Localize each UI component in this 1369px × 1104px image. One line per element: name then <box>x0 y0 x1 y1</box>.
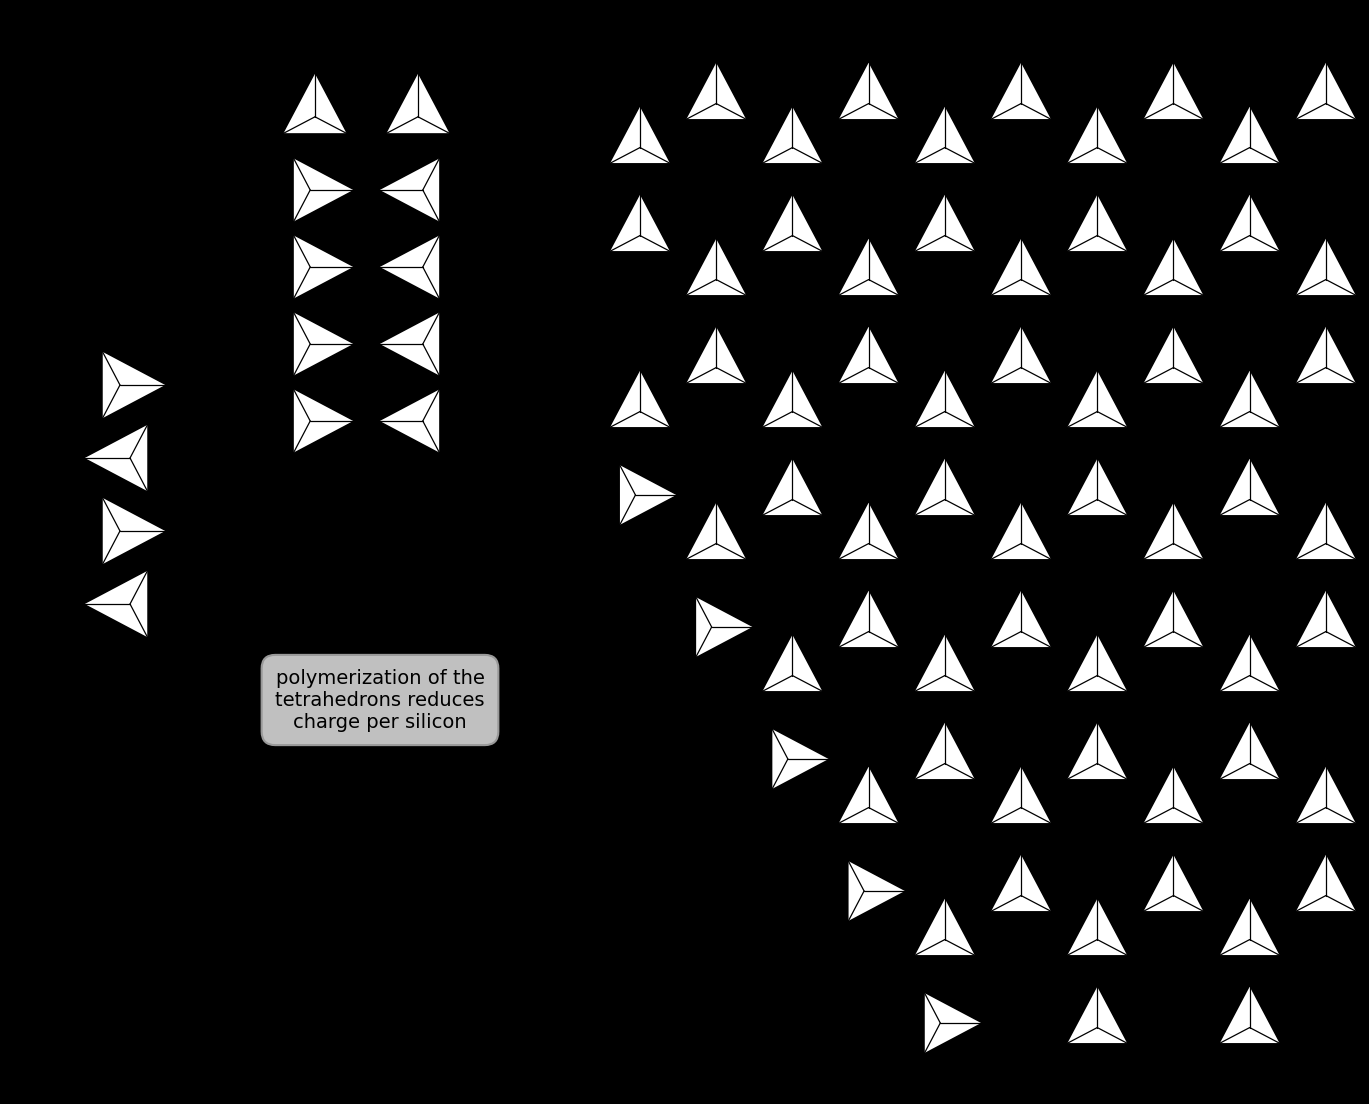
Polygon shape <box>1142 765 1205 824</box>
Polygon shape <box>101 497 167 565</box>
Polygon shape <box>84 570 148 638</box>
Polygon shape <box>619 464 678 527</box>
Polygon shape <box>1066 896 1128 956</box>
Polygon shape <box>293 157 355 223</box>
Polygon shape <box>990 237 1053 296</box>
Polygon shape <box>772 728 831 790</box>
Polygon shape <box>913 896 976 956</box>
Polygon shape <box>84 424 148 492</box>
Polygon shape <box>1066 985 1128 1044</box>
Polygon shape <box>1295 325 1357 384</box>
Polygon shape <box>1218 457 1281 516</box>
Polygon shape <box>761 457 824 516</box>
Polygon shape <box>913 457 976 516</box>
Polygon shape <box>990 853 1053 912</box>
Polygon shape <box>1218 721 1281 779</box>
Polygon shape <box>609 105 671 163</box>
Polygon shape <box>378 234 439 300</box>
Polygon shape <box>1066 369 1128 428</box>
Text: polymerization of the
tetrahedrons reduces
charge per silicon: polymerization of the tetrahedrons reduc… <box>275 669 485 732</box>
Polygon shape <box>1295 237 1357 296</box>
Polygon shape <box>684 325 747 384</box>
Polygon shape <box>1218 193 1281 252</box>
Polygon shape <box>990 765 1053 824</box>
Polygon shape <box>913 633 976 692</box>
Polygon shape <box>293 311 355 376</box>
Polygon shape <box>1066 193 1128 252</box>
Polygon shape <box>378 389 439 454</box>
Polygon shape <box>1218 633 1281 692</box>
Polygon shape <box>1295 765 1357 824</box>
Polygon shape <box>761 105 824 163</box>
Polygon shape <box>1142 501 1205 560</box>
Polygon shape <box>609 369 671 428</box>
Polygon shape <box>1295 853 1357 912</box>
Polygon shape <box>385 72 450 134</box>
Polygon shape <box>282 72 348 134</box>
Polygon shape <box>1218 105 1281 163</box>
Polygon shape <box>378 157 439 223</box>
Polygon shape <box>1142 325 1205 384</box>
Polygon shape <box>684 61 747 120</box>
Polygon shape <box>1142 237 1205 296</box>
Polygon shape <box>1066 721 1128 779</box>
Polygon shape <box>838 590 899 648</box>
Polygon shape <box>838 765 899 824</box>
Polygon shape <box>1142 590 1205 648</box>
Polygon shape <box>609 193 671 252</box>
Polygon shape <box>924 991 983 1054</box>
Polygon shape <box>990 501 1053 560</box>
Polygon shape <box>913 193 976 252</box>
Polygon shape <box>695 596 754 658</box>
Polygon shape <box>1295 61 1357 120</box>
Polygon shape <box>761 369 824 428</box>
Polygon shape <box>990 61 1053 120</box>
Polygon shape <box>684 501 747 560</box>
Polygon shape <box>1295 590 1357 648</box>
Polygon shape <box>913 721 976 779</box>
Polygon shape <box>838 501 899 560</box>
Polygon shape <box>838 237 899 296</box>
Polygon shape <box>990 590 1053 648</box>
Polygon shape <box>1066 457 1128 516</box>
Polygon shape <box>378 311 439 376</box>
Polygon shape <box>838 325 899 384</box>
Polygon shape <box>761 633 824 692</box>
Polygon shape <box>1218 369 1281 428</box>
Polygon shape <box>101 351 167 420</box>
Polygon shape <box>847 860 906 922</box>
Polygon shape <box>913 105 976 163</box>
Polygon shape <box>1218 896 1281 956</box>
Polygon shape <box>1142 61 1205 120</box>
Polygon shape <box>1066 633 1128 692</box>
Polygon shape <box>293 234 355 300</box>
Polygon shape <box>1142 853 1205 912</box>
Polygon shape <box>838 61 899 120</box>
Polygon shape <box>1295 501 1357 560</box>
Polygon shape <box>913 369 976 428</box>
Polygon shape <box>684 237 747 296</box>
Polygon shape <box>990 325 1053 384</box>
Polygon shape <box>1218 985 1281 1044</box>
Polygon shape <box>1066 105 1128 163</box>
Polygon shape <box>293 389 355 454</box>
Polygon shape <box>761 193 824 252</box>
